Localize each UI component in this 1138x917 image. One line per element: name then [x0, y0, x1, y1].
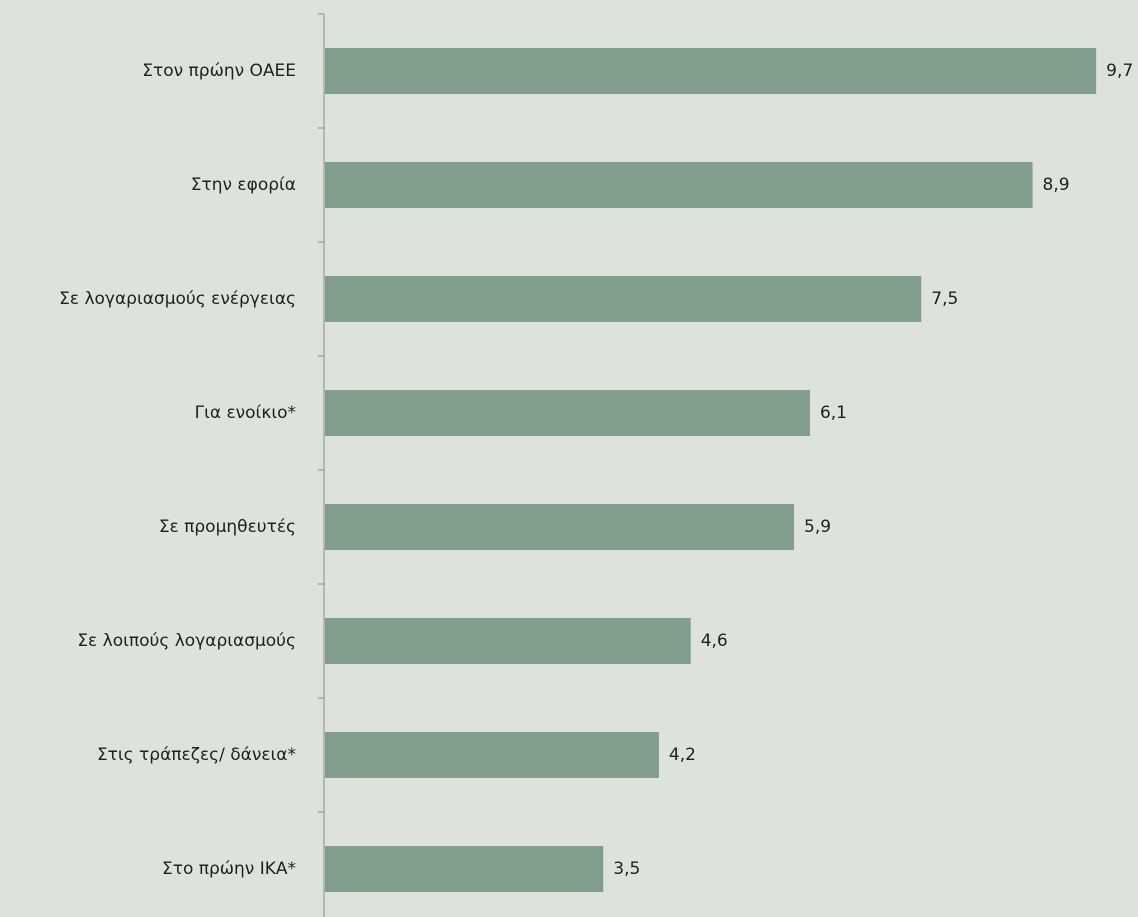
category-label: Σε λογαριασμούς ενέργειας [59, 289, 296, 309]
bar [325, 504, 795, 550]
category-label: Σε προμηθευτές [159, 517, 296, 537]
bar [325, 618, 691, 664]
category-labels: Στον πρώην ΟΑΕΕ Στην εφορία Σε λογαριασμού… [59, 61, 296, 879]
value-label: 4,6 [701, 631, 728, 651]
category-axis [318, 13, 325, 917]
value-label: 5,9 [804, 517, 831, 537]
bar [325, 732, 659, 778]
bar [325, 48, 1097, 94]
value-label: 8,9 [1043, 175, 1070, 195]
value-label: 3,5 [613, 859, 640, 879]
category-label: Στις τράπεζες/ δάνεια* [97, 745, 296, 765]
value-labels: 9,7 8,9 7,5 6,1 5,9 4,6 4,2 3,5 [613, 61, 1133, 879]
value-label: 9,7 [1106, 61, 1133, 81]
value-label: 4,2 [669, 745, 696, 765]
category-label: Για ενοίκιο* [195, 403, 296, 423]
bar [325, 162, 1033, 208]
bar [325, 846, 604, 892]
category-label: Σε λοιπούς λογαριασμούς [77, 631, 296, 651]
category-label: Στην εφορία [191, 175, 296, 195]
bar [325, 276, 922, 322]
value-label: 7,5 [931, 289, 958, 309]
bar [325, 390, 810, 436]
bars [325, 48, 1097, 892]
category-label: Στο πρώην ΙΚΑ* [162, 859, 296, 879]
category-label: Στον πρώην ΟΑΕΕ [142, 61, 296, 81]
value-label: 6,1 [820, 403, 847, 423]
